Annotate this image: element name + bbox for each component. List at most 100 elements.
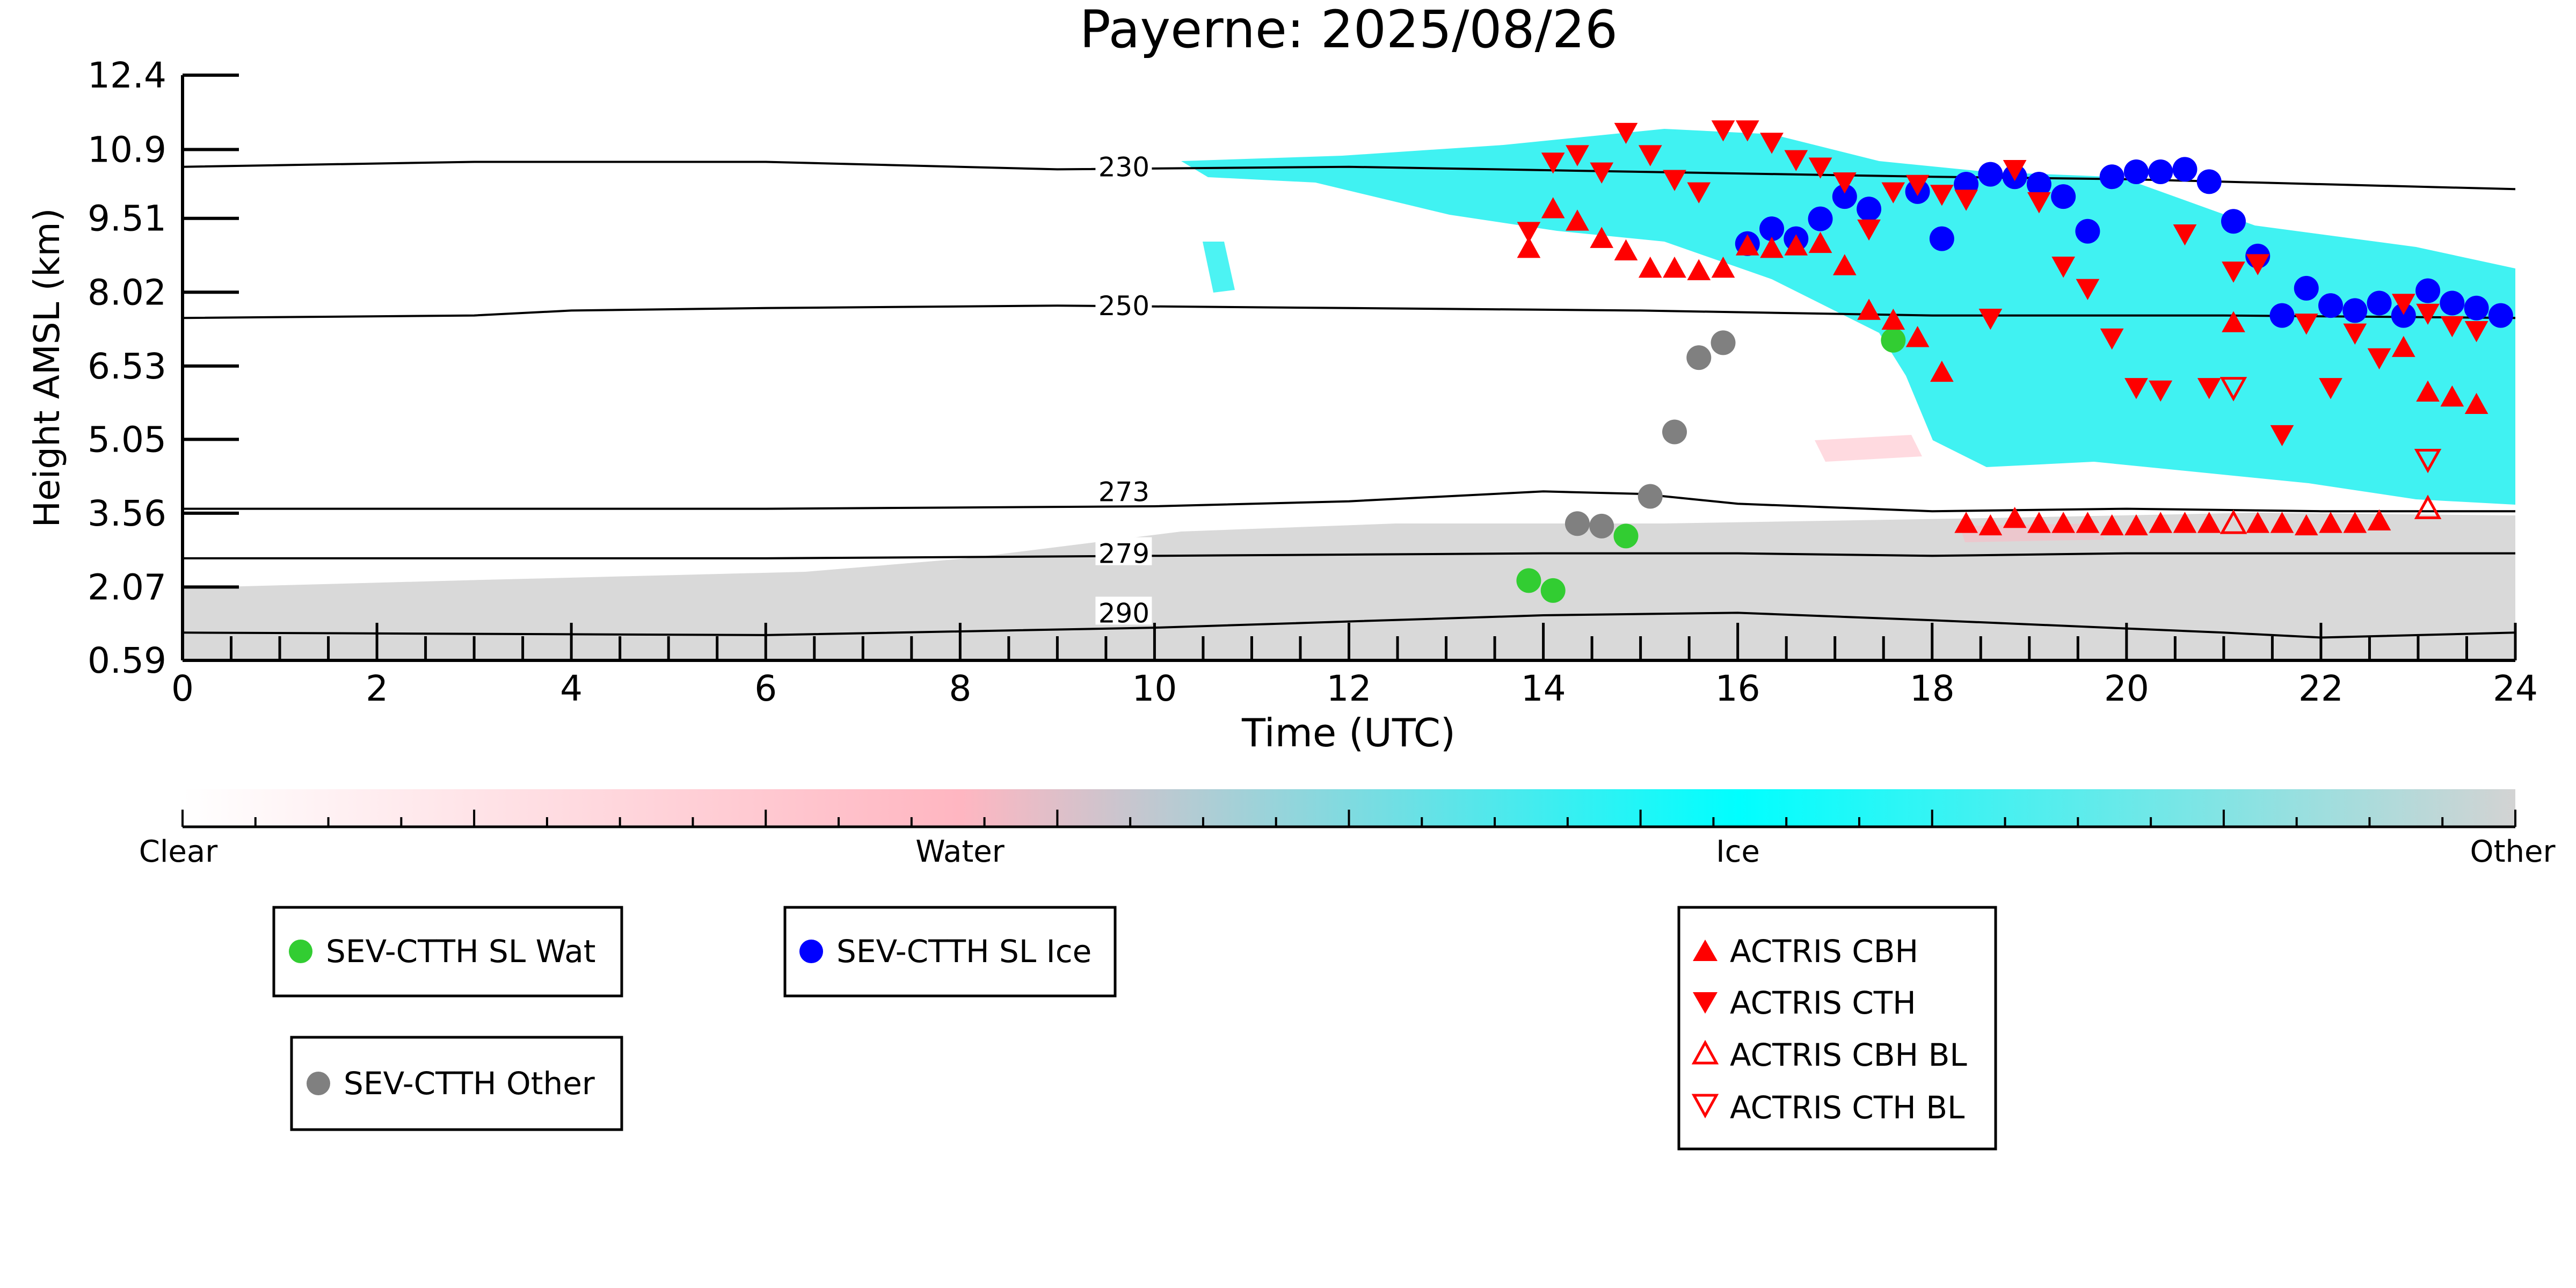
legend-label-actris-cth: ACTRIS CTH <box>1730 985 1916 1021</box>
isotherm-label-bg <box>1095 289 1152 318</box>
legend-label-sev-water: SEV-CTTH SL Wat <box>326 933 596 970</box>
point-actris-cbh <box>1832 254 1857 275</box>
point-actris-cth <box>2027 192 2051 214</box>
point-sev-ctth-sl-ice <box>2196 169 2222 194</box>
point-sev-ctth-sl-ice <box>2075 219 2100 244</box>
point-sev-ctth-sl-wat <box>1540 578 1566 603</box>
isotherm-279 <box>183 552 2515 559</box>
point-sev-ctth-sl-ice <box>2294 275 2319 301</box>
point-sev-ctth-sl-ice <box>2099 164 2124 190</box>
point-actris-cth <box>2076 279 2100 300</box>
x-tick-label: 16 <box>1715 668 1760 709</box>
point-actris-cth <box>1832 172 1857 194</box>
point-actris-cbh <box>2464 392 2488 414</box>
x-tick-label: 10 <box>1132 668 1177 709</box>
point-actris-cbh <box>1638 256 1662 278</box>
ice-streak-left <box>1203 242 1235 293</box>
legend-label-actris-cbh-bl: ACTRIS CBH BL <box>1730 1037 1967 1073</box>
y-tick-label: 2.07 <box>88 566 166 608</box>
legend-label-sev-other: SEV-CTTH Other <box>344 1065 595 1102</box>
point-sev-ctth-sl-wat <box>1613 523 1639 549</box>
point-actris-cth <box>1857 219 1881 241</box>
point-actris-cth <box>1954 190 1978 211</box>
point-actris-cth <box>1808 157 1832 179</box>
x-tick-label: 20 <box>2104 668 2149 709</box>
legend-sev-water: SEV-CTTH SL Wat <box>272 906 623 998</box>
point-actris-cbh <box>2270 512 2294 533</box>
point-actris-cth <box>1638 145 1662 166</box>
point-sev-ctth-sl-ice <box>2051 184 2076 209</box>
point-actris-cth <box>1590 162 1614 184</box>
point-actris-cth <box>2367 348 2391 370</box>
point-actris-cth <box>1930 185 1954 206</box>
point-sev-ctth-sl-ice <box>2318 293 2344 318</box>
isotherm-label-250: 250 <box>1098 290 1149 322</box>
point-actris-cbh <box>2222 311 2245 332</box>
legend-marker-sev-ice <box>799 940 823 963</box>
point-sev-ctth-sl-ice <box>2415 278 2441 303</box>
colorbar-label-other: Other <box>2470 834 2556 869</box>
point-sev-ctth-sl-ice <box>1759 216 1785 242</box>
point-actris-cth <box>2003 160 2027 181</box>
point-actris-cth <box>1735 120 1759 142</box>
point-actris-cth <box>1784 150 1808 171</box>
legend-label-actris-cbh: ACTRIS CBH <box>1730 933 1918 970</box>
point-actris-cth <box>1566 145 1589 166</box>
point-actris-cbh <box>1541 197 1565 219</box>
point-actris-cbh <box>1711 256 1735 278</box>
isotherm-label-bg <box>1095 475 1152 504</box>
isotherm-label-230: 230 <box>1098 152 1149 183</box>
point-sev-ctth-sl-ice <box>1857 197 1882 222</box>
point-sev-ctth-sl-ice <box>2172 157 2197 182</box>
legend-marker-actris-cth-bl <box>1691 1094 1719 1119</box>
colorbar-label-water: Water <box>915 834 1005 869</box>
legend-label-actris-cth-bl: ACTRIS CTH BL <box>1730 1089 1964 1126</box>
isotherm-230 <box>182 161 2516 191</box>
legend-marker-sev-other <box>307 1072 330 1095</box>
point-actris-cth <box>1614 122 1638 144</box>
y-tick-label: 3.56 <box>88 493 166 534</box>
point-actris-cbh <box>2319 512 2342 533</box>
point-sev-ctth-sl-ice <box>2269 303 2295 328</box>
point-actris-cbh <box>1784 234 1808 256</box>
legend-marker-actris-cbh <box>1693 940 1718 961</box>
y-tick-label: 0.59 <box>88 640 166 681</box>
legend-sev-other: SEV-CTTH Other <box>290 1036 623 1131</box>
isotherm-label-bg <box>1095 537 1152 565</box>
point-sev-ctth-other <box>1686 345 1712 370</box>
point-actris-cth <box>1517 222 1541 243</box>
point-actris-cbh <box>2246 512 2270 533</box>
x-axis-label: Time (UTC) <box>1241 710 1456 755</box>
y-tick-label: 10.9 <box>88 129 166 170</box>
point-sev-ctth-sl-ice <box>2488 303 2513 328</box>
water-patches <box>1815 435 2105 542</box>
x-tick-label: 4 <box>560 668 583 709</box>
point-sev-ctth-sl-ice <box>2440 290 2465 316</box>
point-actris-cbh <box>2027 512 2051 533</box>
x-tick-label: 12 <box>1327 668 1372 709</box>
point-actris-cbh <box>2197 512 2221 533</box>
point-actris-cbh <box>1517 237 1541 258</box>
legend-marker-sev-water <box>289 940 312 963</box>
point-actris-cth <box>2270 425 2294 447</box>
point-actris-cbh <box>1857 299 1881 320</box>
point-actris-cth <box>1881 182 1905 203</box>
x-tick-label: 0 <box>171 668 194 709</box>
point-sev-ctth-sl-wat <box>1881 328 1906 353</box>
point-actris-cth <box>2416 303 2440 325</box>
point-sev-ctth-other <box>1662 419 1687 445</box>
point-actris-cth <box>2124 378 2148 399</box>
point-sev-ctth-sl-ice <box>2391 303 2416 328</box>
isotherm-250 <box>182 304 2516 319</box>
legend-marker-actris-cbh-bl <box>1691 1039 1719 1065</box>
point-sev-ctth-sl-wat <box>1516 568 1541 593</box>
legend-label-sev-ice: SEV-CTTH SL Ice <box>836 933 1091 970</box>
point-actris-cbh <box>1808 231 1832 253</box>
point-sev-ctth-sl-ice <box>1978 162 2003 187</box>
isotherm-label-bg <box>1095 150 1152 179</box>
point-sev-ctth-other <box>1589 513 1614 539</box>
point-actris-cth <box>1760 133 1784 154</box>
point-actris-cbh <box>1590 227 1614 248</box>
point-actris-cbh <box>1930 360 1954 382</box>
point-actris-cbh <box>1663 256 1686 278</box>
